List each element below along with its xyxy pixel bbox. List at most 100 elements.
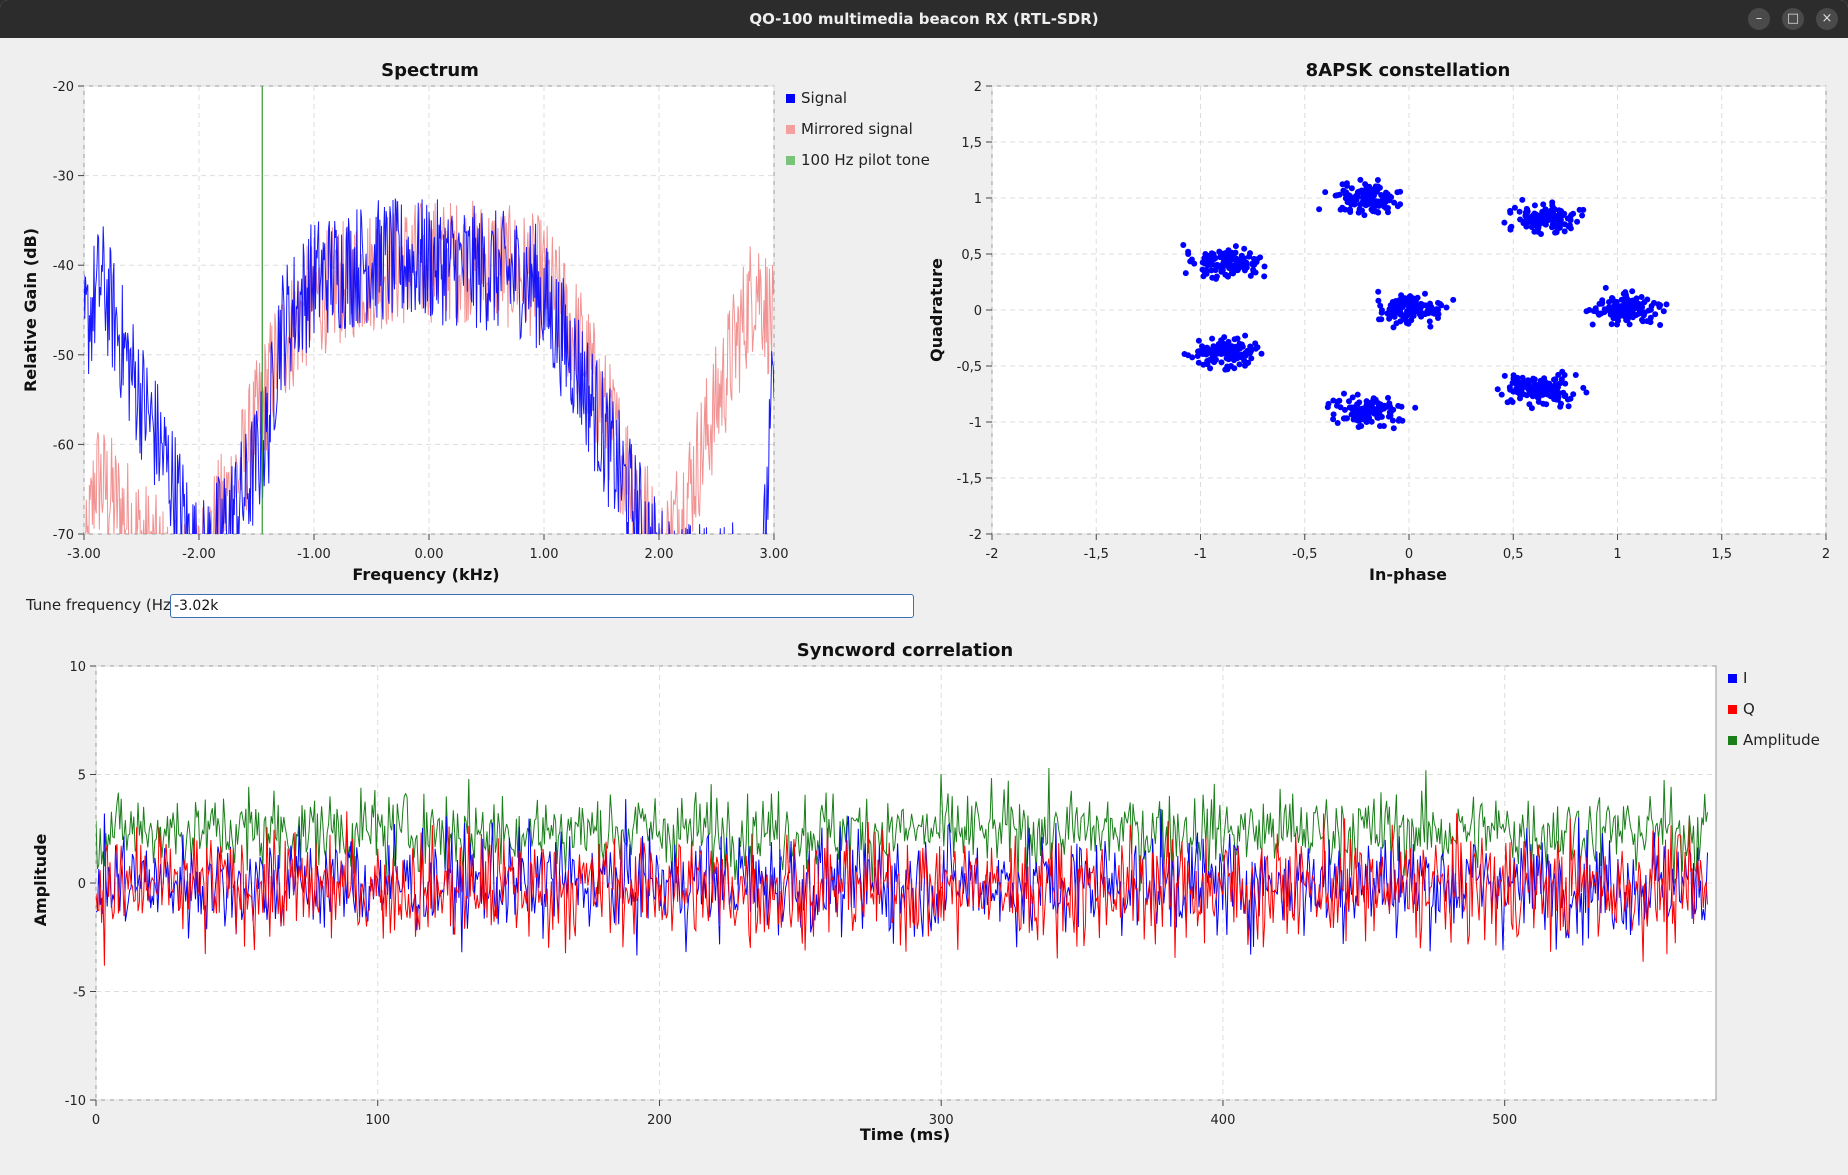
constellation-point [1412, 404, 1419, 411]
minimize-button[interactable]: – [1748, 8, 1770, 30]
constellation-point [1397, 318, 1404, 325]
con-ytick-label: 2 [974, 80, 982, 95]
constellation-point [1241, 267, 1248, 274]
syncword-legend-swatch [1728, 674, 1737, 683]
constellation-point [1541, 375, 1548, 382]
window-title: QO-100 multimedia beacon RX (RTL-SDR) [749, 10, 1099, 28]
constellation-point [1622, 289, 1629, 296]
constellation-point [1519, 196, 1526, 203]
constellation-point [1324, 404, 1331, 411]
constellation-point [1519, 374, 1526, 381]
constellation-point [1560, 389, 1567, 396]
constellation-point [1553, 383, 1560, 389]
constellation-point [1606, 304, 1613, 311]
constellation-point [1345, 198, 1352, 205]
constellation-point [1609, 295, 1616, 302]
constellation-point [1652, 311, 1659, 318]
constellation-point [1346, 398, 1352, 405]
constellation-point [1660, 308, 1667, 315]
constellation-point [1507, 386, 1514, 393]
spectrum-xlabel: Frequency (kHz) [352, 565, 499, 584]
constellation-point [1378, 316, 1385, 323]
sync-ytick-label: 0 [78, 877, 86, 892]
title-bar[interactable]: QO-100 multimedia beacon RX (RTL-SDR) – … [0, 0, 1848, 38]
constellation-point [1428, 309, 1435, 316]
constellation-point [1226, 352, 1233, 359]
constellation-point [1330, 411, 1337, 418]
constellation-point [1443, 304, 1450, 311]
spec-xtick-label: -2.00 [182, 547, 216, 562]
sync-ytick-label: -10 [65, 1094, 86, 1109]
constellation-point [1182, 270, 1189, 277]
con-xtick-label: 2 [1822, 547, 1830, 562]
constellation-point [1559, 212, 1566, 219]
syncword-plot[interactable]: Syncword correlation 0 100 200 300 400 500 10 5… [31, 640, 1820, 1144]
con-xtick-label: -2 [986, 547, 999, 562]
close-button[interactable]: × [1816, 8, 1838, 30]
constellation-point [1354, 391, 1361, 398]
constellation-point [1254, 344, 1261, 351]
constellation-point [1370, 192, 1377, 199]
constellation-point [1525, 383, 1532, 390]
constellation-point [1221, 334, 1228, 341]
constellation-point [1375, 408, 1382, 415]
constellation-point [1579, 212, 1586, 219]
constellation-ylabel: Quadrature [927, 258, 946, 362]
constellation-point [1639, 318, 1646, 325]
constellation-point [1229, 269, 1236, 276]
constellation-point [1427, 323, 1434, 330]
constellation-point [1420, 302, 1426, 308]
syncword-xlabel: Time (ms) [860, 1125, 950, 1144]
spectrum-title: Spectrum [381, 60, 479, 81]
spectrum-legend: Signal Mirrored signal 100 Hz pilot tone [786, 89, 930, 169]
constellation-point [1547, 393, 1554, 400]
constellation-point [1351, 198, 1357, 205]
constellation-point [1212, 267, 1219, 274]
constellation-point [1250, 266, 1257, 273]
constellation-point [1339, 204, 1346, 211]
tune-frequency-input[interactable] [170, 594, 914, 618]
constellation-point [1617, 303, 1624, 310]
constellation-point [1555, 371, 1562, 378]
constellation-plot[interactable]: 8APSK constellation -2 -1,5 -1 -0,5 0 0,5 1 1,5… [927, 60, 1830, 584]
constellation-point [1528, 405, 1535, 412]
constellation-point [1248, 355, 1255, 362]
constellation-point [1349, 394, 1356, 401]
constellation-point [1195, 337, 1202, 344]
constellation-point [1558, 376, 1565, 383]
constellation-point [1243, 262, 1250, 269]
constellation-point [1370, 395, 1377, 402]
constellation-point [1369, 186, 1376, 193]
constellation-point [1342, 191, 1349, 198]
spec-xtick-label: -3.00 [67, 547, 101, 562]
constellation-point [1501, 219, 1508, 226]
constellation-point [1398, 403, 1405, 410]
spec-xtick-label: 1.00 [530, 547, 559, 562]
constellation-point [1516, 208, 1523, 215]
spectrum-plot[interactable]: Spectrum -3.00 -2.00 -1.00 0.00 1.00 2.00 3.00… [21, 60, 930, 645]
constellation-point [1202, 257, 1209, 264]
constellation-point [1390, 425, 1397, 432]
constellation-point [1212, 349, 1219, 356]
constellation-point [1398, 292, 1405, 299]
constellation-point [1369, 407, 1376, 414]
constellation-point [1232, 243, 1239, 250]
constellation-point [1640, 312, 1647, 319]
constellation-point [1357, 176, 1364, 183]
constellation-point [1247, 272, 1254, 279]
constellation-point [1337, 404, 1344, 411]
maximize-button[interactable]: □ [1782, 8, 1804, 30]
constellation-point [1356, 399, 1363, 406]
constellation-point [1261, 263, 1268, 270]
constellation-point [1590, 308, 1597, 314]
syncword-title: Syncword correlation [797, 640, 1013, 661]
constellation-point [1200, 273, 1207, 280]
constellation-point [1574, 218, 1581, 225]
sync-xtick-label: 300 [929, 1113, 954, 1128]
sync-xtick-label: 500 [1492, 1113, 1517, 1128]
constellation-point [1536, 214, 1543, 221]
constellation-point [1358, 423, 1365, 429]
spec-xtick-label: 0.00 [415, 547, 444, 562]
